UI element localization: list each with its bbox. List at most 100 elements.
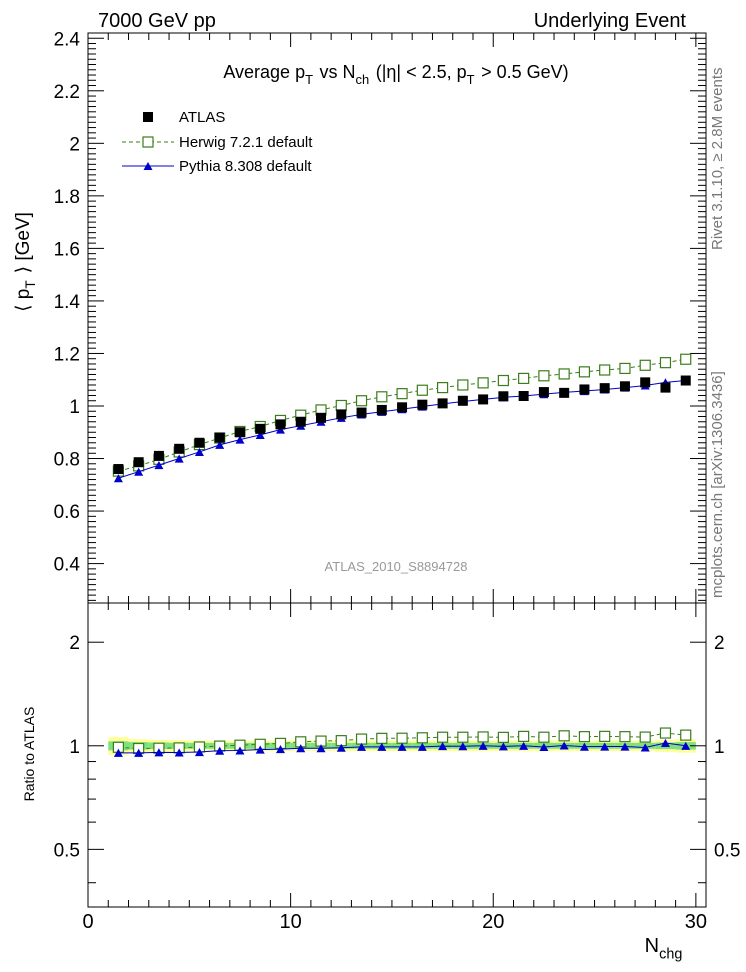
herwig-point	[457, 379, 469, 391]
atlas-data-point	[397, 402, 408, 413]
atlas-data-point	[275, 419, 286, 430]
x-tick-label: 30	[685, 911, 707, 933]
pythia-point	[235, 435, 245, 444]
herwig-ratio-point	[457, 731, 469, 743]
herwig-point	[558, 368, 570, 380]
y-tick-label: 1.4	[54, 292, 81, 313]
mcplots-source-label: mcplots.cern.ch [arXiv:1306.3436]	[709, 371, 726, 598]
legend-entry: Herwig 7.2.1 default	[122, 134, 313, 151]
y-tick-label: 1.8	[54, 187, 80, 208]
main-plot-panel: 0.4 0.6 0.8 1 1.2 1.4 1.6 1.8 2 2.2 2.4	[54, 29, 707, 907]
pythia-ratio-point	[478, 741, 488, 750]
herwig-ratio-point	[538, 731, 550, 743]
herwig-ratio-point	[376, 732, 388, 744]
y-tick-label: 0.4	[54, 555, 81, 576]
y-tick-label: 1.6	[54, 239, 80, 260]
atlas-data-point	[498, 391, 509, 402]
y-tick-label: 1.2	[54, 344, 80, 365]
pythia-ratio-point	[539, 742, 549, 752]
pythia-ratio-point	[134, 748, 144, 757]
herwig-ratio-point	[639, 731, 651, 743]
pythia-ratio-point	[438, 742, 448, 751]
analysis-id-label: ATLAS_2010_S8894728	[325, 559, 468, 574]
atlas-data-point	[113, 464, 124, 475]
y-tick-label: 2.4	[54, 29, 81, 50]
herwig-ratio-point	[659, 727, 672, 739]
herwig-point	[538, 370, 550, 382]
pythia-point	[174, 454, 184, 463]
atlas-data-point	[417, 399, 428, 410]
atlas-data-point	[376, 404, 387, 415]
herwig-ratio-point	[416, 732, 428, 744]
legend: ATLAS Herwig 7.2.1 default Pythia 8.308 de…	[122, 109, 313, 175]
atlas-data-point	[538, 387, 549, 398]
y-tick-label: 2.2	[54, 82, 80, 103]
legend-herwig-marker	[142, 136, 154, 148]
ratio-plot-panel: 0 10 20 30 0.5 0.5 1 1 2 2	[54, 602, 740, 933]
ratio-tick-label: 0.5	[54, 840, 80, 861]
pythia-ratio-point	[600, 742, 610, 751]
x-ticks	[87, 33, 697, 907]
atlas-data-point	[214, 432, 225, 443]
legend-entry: Pythia 8.308 default	[122, 158, 312, 175]
herwig-point	[639, 359, 651, 371]
atlas-data-point	[295, 416, 306, 427]
x-tick-label: 20	[482, 911, 504, 933]
pythia-ratio-point	[357, 742, 367, 751]
atlas-data-point	[457, 395, 468, 406]
pythia-ratio-point	[397, 742, 407, 751]
atlas-data-point	[599, 383, 610, 394]
atlas-data-point	[559, 387, 570, 398]
pythia-ratio-point	[215, 746, 225, 755]
atlas-series	[113, 375, 691, 475]
atlas-data-point	[234, 427, 245, 438]
herwig-ratio-point	[477, 731, 489, 743]
header-process-label: Underlying Event	[534, 10, 687, 32]
legend-entry: ATLAS	[143, 109, 225, 126]
pythia-ratio-point	[620, 742, 630, 751]
herwig-point	[355, 395, 368, 407]
ratio-y-axis-title: Ratio to ATLAS	[21, 707, 37, 802]
pythia-ratio-point	[559, 741, 569, 750]
y-axis-title: ⟨ pT ⟩ [GeV]	[13, 212, 38, 312]
atlas-data-point	[255, 423, 266, 434]
ratio-tick-label-right: 2	[714, 633, 725, 654]
legend-pythia-marker	[143, 161, 153, 171]
pythia-ratio-series	[113, 738, 691, 757]
ratio-tick-label-right: 1	[714, 737, 725, 758]
pythia-point	[134, 467, 144, 476]
pythia-ratio-point	[579, 742, 589, 751]
herwig-point	[599, 364, 611, 376]
herwig-point	[416, 384, 428, 396]
pythia-ratio-point	[417, 742, 427, 751]
atlas-data-point	[579, 384, 590, 395]
herwig-series	[112, 353, 692, 477]
pythia-ratio-point	[498, 742, 508, 751]
y-tick-label: 0.8	[54, 450, 80, 471]
ratio-tick-label: 1	[69, 737, 80, 758]
herwig-ratio-point	[497, 731, 509, 743]
pythia-ratio-point	[194, 747, 204, 757]
rivet-version-label: Rivet 3.1.10, ≥ 2.8M events	[709, 68, 726, 251]
pythia-point	[215, 440, 225, 449]
pythia-ratio-point	[681, 741, 691, 750]
herwig-ratio-point	[355, 733, 368, 745]
herwig-point	[436, 382, 449, 394]
pythia-ratio-point	[235, 746, 245, 755]
herwig-point	[396, 388, 408, 400]
pythia-ratio-point	[174, 748, 184, 757]
pythia-point	[113, 474, 123, 483]
herwig-ratio-point	[599, 730, 611, 742]
pythia-ratio-point	[458, 742, 468, 751]
herwig-ratio-point	[518, 730, 530, 742]
ratio-tick-label: 2	[69, 633, 80, 654]
legend-label: Herwig 7.2.1 default	[179, 134, 313, 151]
main-y-ticks	[88, 32, 706, 601]
herwig-line	[118, 358, 686, 472]
herwig-point	[680, 353, 692, 365]
y-tick-label: 1	[69, 397, 80, 418]
herwig-point	[619, 362, 631, 375]
atlas-data-point	[356, 407, 367, 418]
herwig-ratio-point	[558, 730, 570, 742]
herwig-point	[518, 372, 530, 385]
